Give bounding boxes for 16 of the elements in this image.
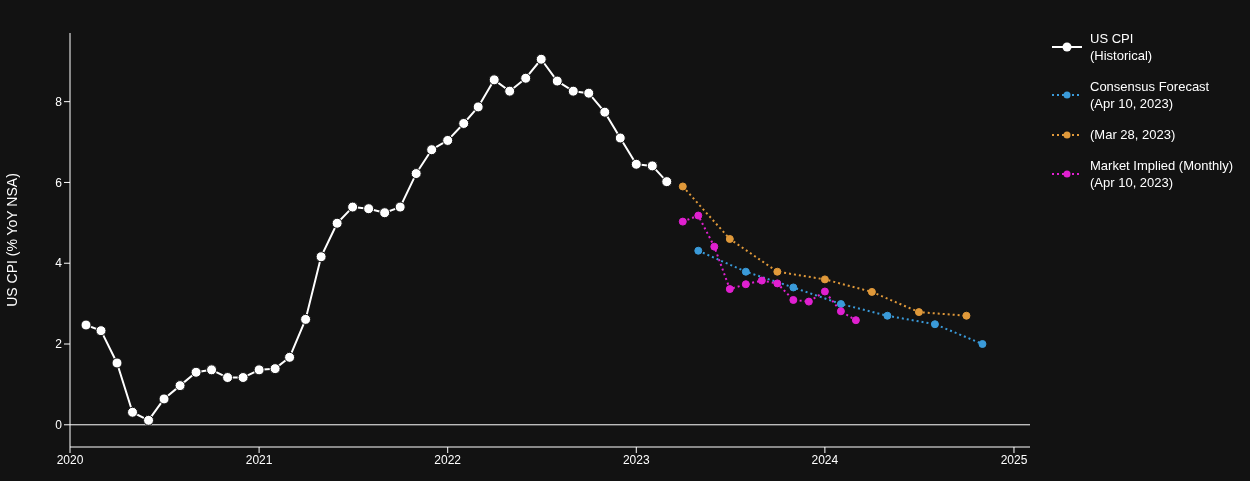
y-axis-title: US CPI (% YoY NSA) xyxy=(3,173,20,307)
legend-label: Market Implied (Monthly) (Apr 10, 2023) xyxy=(1090,157,1234,191)
y-tick-label: 0 xyxy=(55,418,63,433)
legend-label: Consensus Forecast (Apr 10, 2023) xyxy=(1090,78,1210,112)
legend-label: US CPI (Historical) xyxy=(1090,30,1153,64)
x-tick-label: 2024 xyxy=(811,452,839,467)
y-tick-label: 8 xyxy=(55,94,63,109)
y-tick-label: 2 xyxy=(55,337,63,352)
x-tick-label: 2022 xyxy=(434,452,462,467)
x-tick-label: 2020 xyxy=(56,452,84,467)
x-tick-label: 2021 xyxy=(245,452,273,467)
y-tick-label: 6 xyxy=(55,175,63,190)
x-tick-label: 2025 xyxy=(1000,452,1028,467)
y-tick-label: 4 xyxy=(55,256,63,271)
x-tick-label: 2023 xyxy=(622,452,650,467)
legend-label: (Mar 28, 2023) xyxy=(1090,126,1176,143)
